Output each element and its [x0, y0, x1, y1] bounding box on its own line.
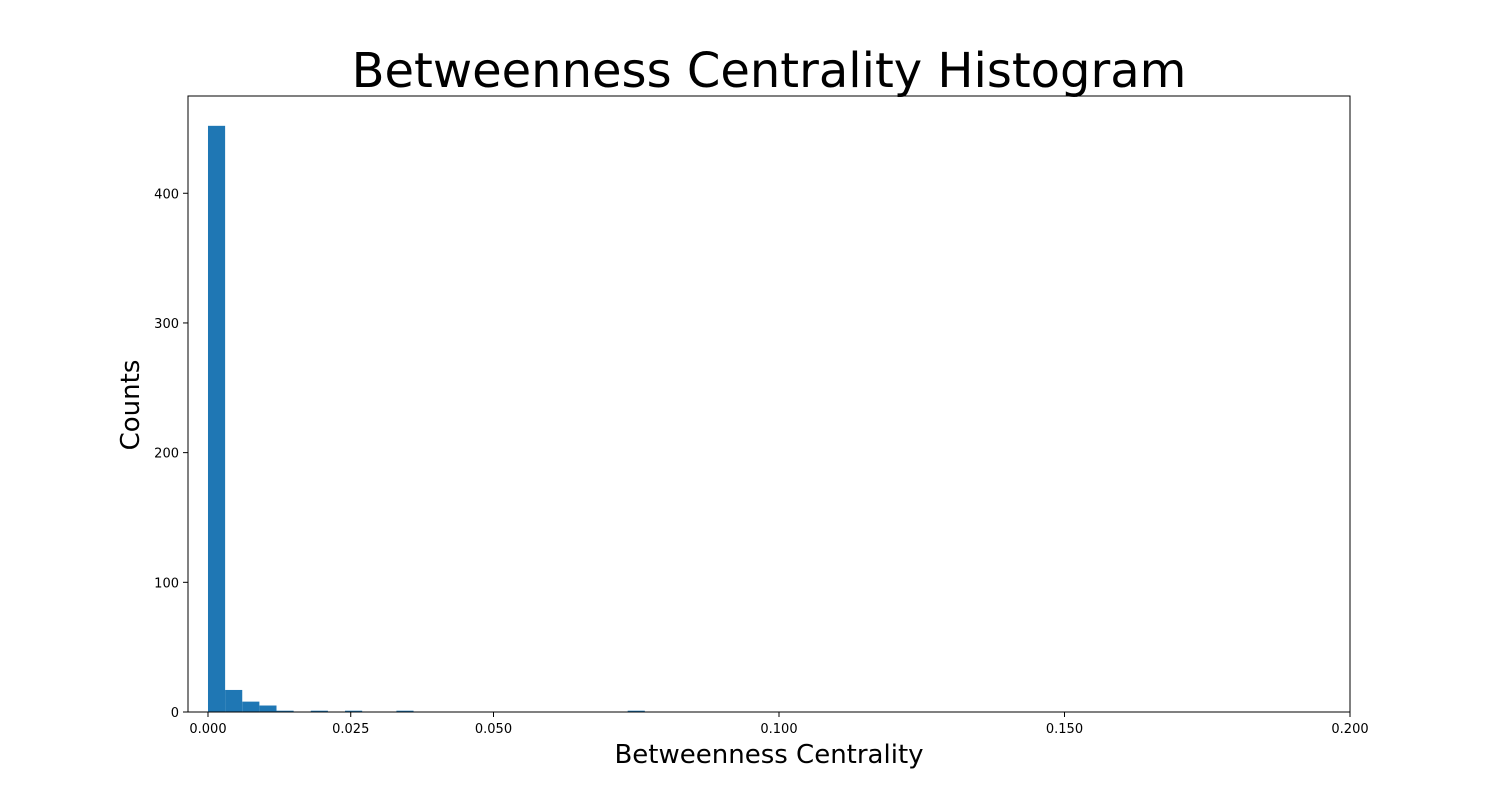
histogram-bar-8 [345, 710, 363, 712]
x-tick-label-1: 0.025 [332, 722, 369, 737]
histogram-bar-3 [259, 705, 277, 712]
x-tick-label-5: 0.200 [1331, 722, 1368, 737]
x-axis-ticks: 0.000 0.025 0.050 0.100 0.150 0.200 [189, 712, 1369, 737]
histogram-bar-1 [225, 689, 243, 712]
plot-frame [187, 95, 1351, 713]
histogram-bar-12 [627, 710, 645, 712]
histogram-bars [207, 125, 645, 712]
x-tick-label-2: 0.050 [475, 722, 512, 737]
y-tick-label-0: 0 [171, 706, 179, 721]
x-tick-label-0: 0.000 [189, 722, 226, 737]
x-tick-label-4: 0.150 [1046, 722, 1083, 737]
y-axis-ticks: 0 100 200 300 400 [154, 187, 188, 721]
y-tick-label-1: 100 [154, 576, 179, 591]
y-axis-title: Counts [116, 360, 146, 451]
chart-title: Betweenness Centrality Histogram [352, 43, 1187, 99]
histogram-bar-11 [396, 710, 414, 712]
y-tick-label-3: 300 [154, 317, 179, 332]
y-tick-label-4: 400 [154, 187, 179, 202]
histogram-bar-6 [310, 710, 328, 712]
x-axis-title: Betweenness Centrality [614, 740, 923, 770]
histogram-bar-4 [276, 710, 294, 712]
histogram-bar-2 [242, 701, 260, 712]
histogram-bar-0 [207, 125, 226, 712]
x-tick-label-3: 0.100 [760, 722, 797, 737]
y-tick-label-2: 200 [154, 447, 179, 462]
